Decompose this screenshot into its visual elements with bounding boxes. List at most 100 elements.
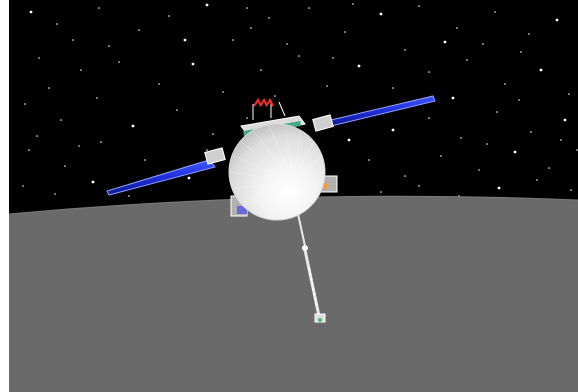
star <box>478 169 480 171</box>
star <box>128 195 130 197</box>
star <box>286 43 288 45</box>
right-panel-hinge <box>312 114 334 132</box>
star <box>428 71 430 73</box>
star <box>482 43 484 45</box>
star <box>222 91 224 93</box>
star <box>530 131 532 133</box>
sphere-facet-line <box>232 181 295 189</box>
sampler-light <box>318 318 322 322</box>
star <box>54 193 56 195</box>
star <box>268 17 270 19</box>
scene-canvas <box>9 0 578 392</box>
star <box>98 7 100 9</box>
sphere-facet-line <box>240 141 295 183</box>
star <box>326 85 328 87</box>
star <box>246 117 248 119</box>
red-marker-1 <box>253 98 262 107</box>
sphere-facet-line <box>284 181 295 219</box>
star <box>344 31 346 33</box>
star <box>496 111 498 113</box>
star <box>560 139 562 141</box>
planet-surface <box>9 196 578 392</box>
sphere-facet-line <box>284 125 295 183</box>
sphere-facet-line <box>293 155 322 183</box>
space-scene <box>9 0 578 392</box>
star <box>392 87 394 89</box>
star <box>260 69 262 71</box>
star <box>56 23 58 25</box>
starfield <box>22 3 578 197</box>
solar-panels <box>106 95 436 196</box>
lower-left-panel <box>237 206 247 214</box>
star <box>466 59 468 61</box>
arm-upper-segment <box>297 213 306 247</box>
sphere-facet-line <box>253 181 295 214</box>
star <box>108 45 110 47</box>
star <box>22 185 24 187</box>
star <box>158 83 160 85</box>
star <box>570 189 572 191</box>
antenna-strut-3 <box>278 101 286 117</box>
star <box>206 149 208 151</box>
star <box>246 7 248 9</box>
star <box>205 3 209 7</box>
star <box>368 159 370 161</box>
star <box>48 87 50 89</box>
star <box>183 38 187 42</box>
star <box>38 57 40 59</box>
sampling-arm <box>297 213 326 323</box>
star <box>548 167 550 169</box>
star <box>78 145 80 147</box>
star <box>513 150 517 154</box>
star <box>308 7 310 9</box>
panel-mounts <box>204 114 334 165</box>
star <box>357 64 361 68</box>
star <box>176 109 178 111</box>
star <box>168 15 170 17</box>
star <box>576 149 578 151</box>
star <box>380 191 382 193</box>
star <box>232 39 234 41</box>
star <box>443 40 447 44</box>
sphere-facet-line <box>293 141 314 183</box>
star <box>64 165 66 167</box>
star <box>72 39 74 41</box>
star <box>428 117 430 119</box>
star <box>60 119 62 121</box>
star <box>96 97 98 99</box>
star <box>347 138 351 142</box>
star <box>100 141 102 143</box>
star <box>520 51 522 53</box>
sphere-facet-line <box>240 181 295 203</box>
star <box>212 133 214 135</box>
star <box>187 176 191 180</box>
star <box>486 143 488 145</box>
sphere-facet-line <box>293 181 301 213</box>
left-solar-panel <box>106 159 216 196</box>
star <box>24 103 26 105</box>
star <box>536 179 538 181</box>
red-marker-2 <box>259 98 268 107</box>
star <box>563 118 567 122</box>
star <box>518 99 520 101</box>
spacecraft-body <box>228 123 326 221</box>
star <box>379 12 383 16</box>
star <box>460 137 462 139</box>
sphere-facet-line <box>293 181 314 203</box>
star <box>298 55 300 57</box>
sphere-shading <box>229 125 325 219</box>
star <box>404 175 406 177</box>
left-panel-hinge <box>204 147 226 165</box>
star <box>528 33 530 35</box>
star <box>144 159 146 161</box>
star <box>504 83 506 85</box>
star <box>138 29 140 31</box>
star <box>91 180 95 184</box>
star <box>28 149 30 151</box>
star <box>418 5 420 7</box>
sphere-facet-line <box>229 171 295 183</box>
star <box>29 10 33 14</box>
star <box>404 49 406 51</box>
star <box>440 155 442 157</box>
